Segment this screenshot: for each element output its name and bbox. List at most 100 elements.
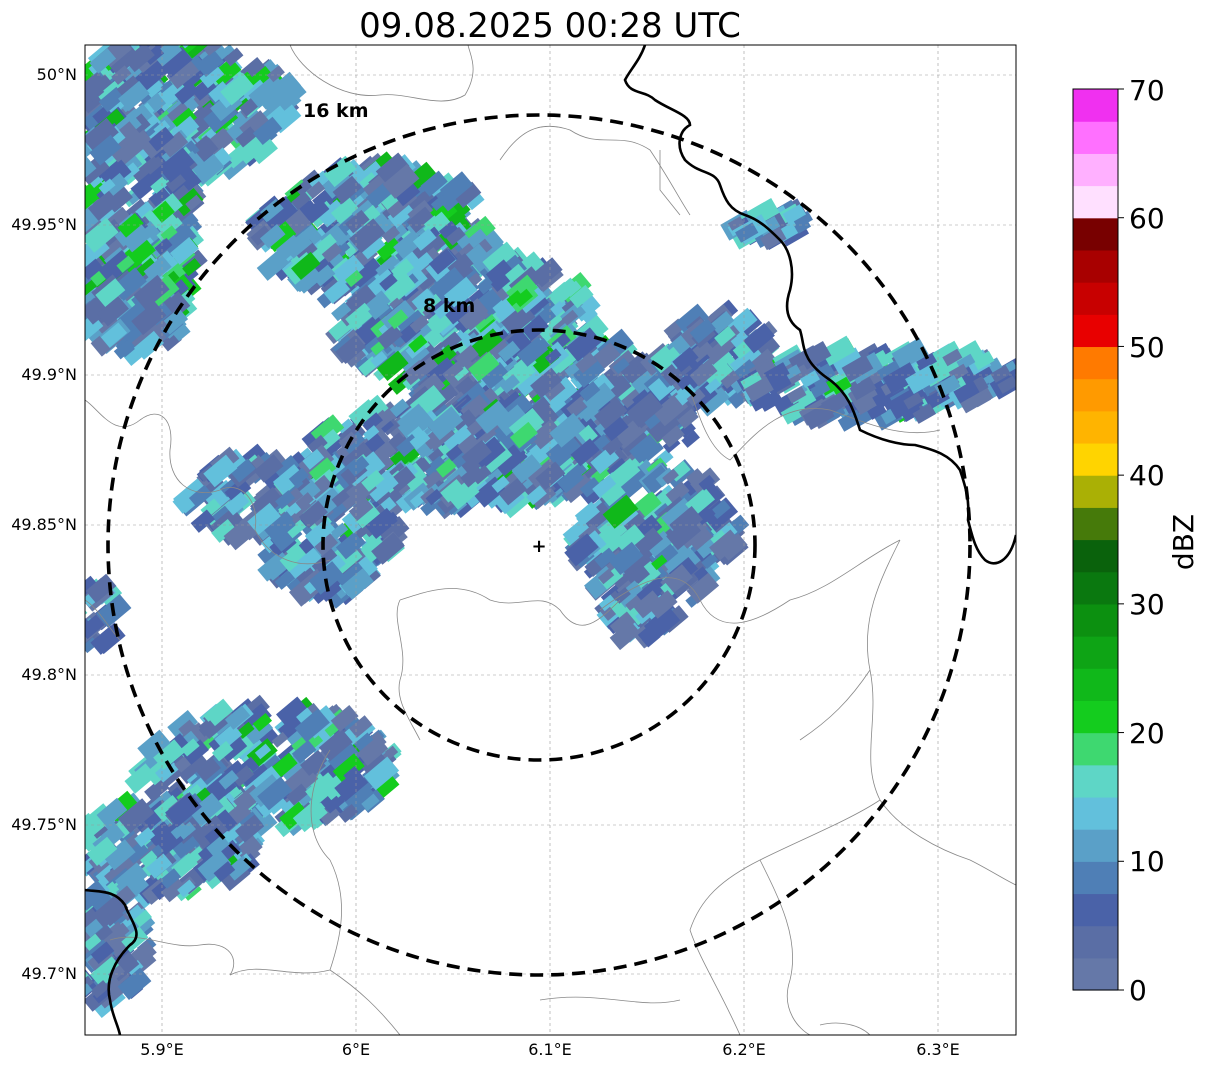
echo-cell: [792, 210, 813, 229]
colorbar-label: dBZ: [1167, 514, 1200, 570]
echo-cell: [294, 239, 318, 262]
echo-cell: [446, 362, 464, 379]
echo-cell: [798, 340, 832, 370]
echo-cell: [972, 350, 995, 371]
echo-cell: [155, 759, 180, 783]
echo-cell: [343, 346, 367, 368]
echo-cell: [413, 252, 434, 272]
echo-cell: [177, 879, 196, 898]
echo-cell: [686, 388, 706, 407]
echo-cell: [609, 620, 641, 651]
echo-cell: [830, 376, 852, 396]
echo-cell: [662, 468, 679, 485]
echo-cell: [364, 469, 399, 503]
echo-cell: [223, 47, 244, 67]
echo-cell: [710, 499, 731, 520]
echo-cell: [134, 59, 168, 92]
echo-cell: [561, 309, 579, 326]
echo-cell: [198, 720, 216, 737]
echo-cell: [165, 172, 186, 193]
colorbar-swatches: [1073, 89, 1118, 991]
echo-cell: [572, 356, 606, 388]
echo-cell: [535, 461, 566, 491]
echo-cell: [271, 731, 289, 748]
echo-cell: [491, 475, 510, 493]
echo-cell: [145, 853, 173, 879]
echo-cell: [335, 334, 366, 365]
echo-cell: [199, 64, 225, 89]
echo-cell: [665, 481, 690, 505]
echo-cell: [363, 425, 380, 441]
echo-cell: [427, 406, 464, 441]
echo-cell: [266, 65, 285, 83]
echo-cell: [85, 880, 108, 911]
echo-cell: [252, 713, 273, 732]
echo-cell: [396, 403, 430, 435]
echo-cell: [85, 933, 102, 951]
echo-cell: [820, 335, 856, 367]
echo-cell: [284, 231, 313, 259]
echo-cell: [331, 522, 349, 539]
colorbar-swatch: [1073, 925, 1118, 959]
echo-cell: [997, 375, 1016, 394]
echo-cell: [545, 433, 583, 469]
echo-cell: [612, 357, 630, 375]
echo-cell: [304, 518, 337, 549]
echo-cell: [900, 402, 923, 422]
echo-cell: [449, 210, 467, 227]
echo-cell: [346, 284, 377, 313]
gridlines: [85, 45, 1016, 1035]
echo-cell: [272, 464, 305, 495]
echo-cell: [428, 447, 445, 463]
echo-cell: [133, 909, 152, 928]
longitude-tick-labels: 5.9°E 6°E 6.1°E 6.2°E 6.3°E: [140, 1040, 960, 1059]
echo-cell: [306, 181, 326, 199]
echo-cell: [608, 541, 644, 575]
echo-cell: [330, 705, 359, 732]
echo-cell: [465, 191, 485, 211]
echo-cell: [445, 301, 470, 325]
echo-cell: [714, 325, 736, 347]
echo-cell: [261, 195, 298, 232]
echo-cell: [342, 715, 362, 734]
echo-cell: [831, 347, 864, 376]
echo-cell: [273, 511, 294, 531]
lon-tick: 6.3°E: [916, 1040, 960, 1059]
colorbar-frame: [1072, 88, 1119, 991]
echo-cell: [166, 57, 200, 90]
echo-cell: [370, 351, 388, 368]
echo-cell: [85, 217, 119, 253]
echo-cell: [498, 477, 528, 506]
echo-cell: [279, 544, 308, 572]
echo-cell: [294, 708, 330, 743]
echo-cell: [312, 264, 336, 287]
echo-cell: [188, 792, 224, 826]
echo-cell: [276, 696, 309, 728]
echo-cell: [95, 278, 126, 307]
echo-cell: [389, 398, 410, 418]
echo-cell: [375, 152, 410, 185]
colorbar-swatch: [1073, 571, 1118, 605]
echo-cell: [445, 226, 466, 246]
echo-cell: [780, 400, 808, 425]
lat-tick: 49.8°N: [21, 665, 77, 684]
echo-cell: [497, 340, 521, 363]
echo-cell: [211, 505, 232, 525]
echo-cell: [295, 492, 314, 510]
radar-center-marker: +: [531, 536, 546, 557]
echo-cell: [689, 318, 716, 344]
echo-cell: [409, 314, 430, 334]
colorbar-tick-label: 60: [1129, 202, 1165, 235]
echo-cell: [159, 868, 182, 889]
range-ring-8km: [321, 328, 757, 762]
echo-cell: [180, 738, 200, 757]
echo-cell: [361, 469, 385, 492]
echo-cell: [953, 380, 980, 404]
lat-tick: 50°N: [37, 65, 77, 84]
echo-cell: [602, 494, 639, 529]
echo-cell: [394, 181, 421, 207]
echo-cell: [249, 136, 278, 165]
echo-cell: [135, 201, 154, 219]
colorbar-tick-label: 0: [1129, 974, 1147, 1007]
echo-cell: [96, 797, 128, 828]
